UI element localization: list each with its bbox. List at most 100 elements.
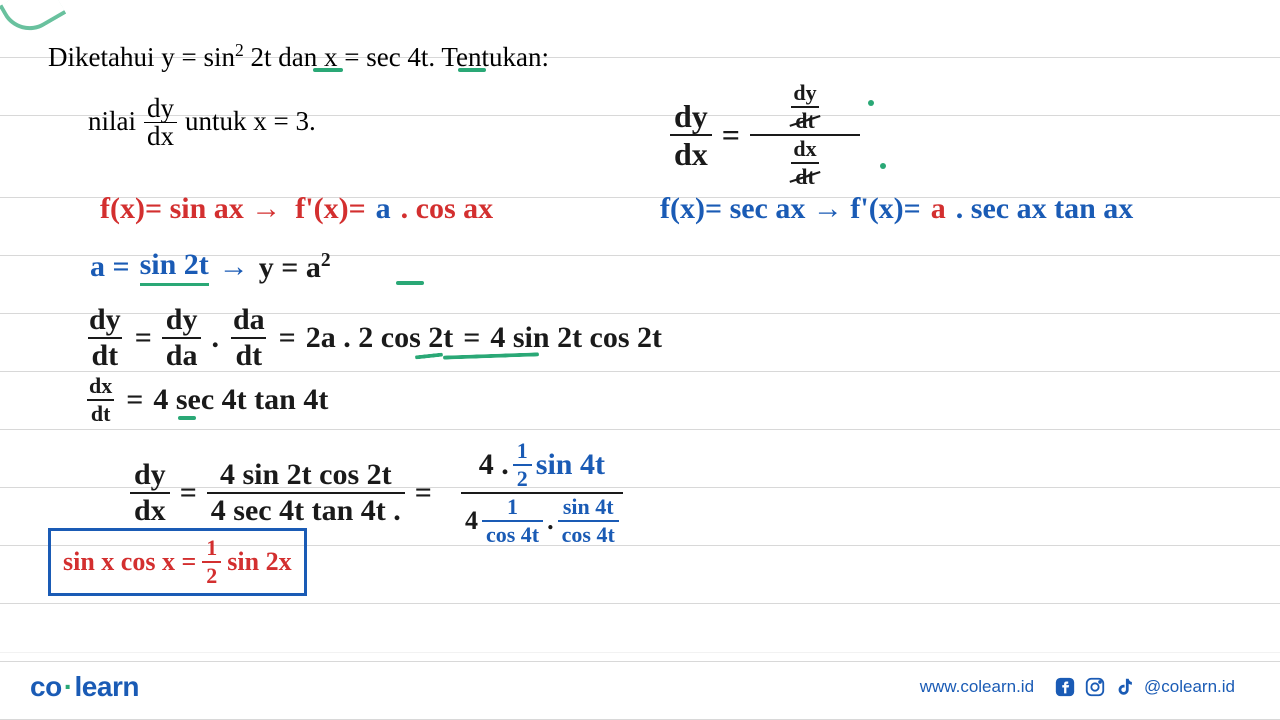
eq: =: [135, 321, 152, 355]
y-eq: y = a2: [259, 250, 331, 285]
rule-rhs: . cos ax: [401, 192, 494, 226]
dot: .: [547, 508, 554, 534]
rule-lhs: f(x)= sin ax →: [100, 192, 281, 226]
text: nilai: [88, 103, 136, 141]
footer-handle: @colearn.id: [1144, 677, 1235, 697]
green-underline: [396, 281, 424, 285]
social-icons: @colearn.id: [1054, 676, 1235, 698]
n: dx: [789, 138, 820, 162]
d: cos 4t: [482, 520, 543, 546]
derivative-rule-sec: f(x)= sec ax → f'(x)= a . sec ax tan ax: [660, 192, 1133, 226]
rule-lhs: f(x)= sec ax → f'(x)=: [660, 192, 921, 226]
logo-dot: ·: [64, 671, 73, 702]
n: 1: [503, 496, 522, 520]
d: dt: [791, 162, 819, 188]
n: 4 sin 2t cos 2t: [216, 460, 396, 492]
n: 1: [202, 537, 221, 561]
facebook-icon: [1054, 676, 1076, 698]
fraction: dx dt: [789, 138, 820, 188]
text: sin x cos x =: [63, 547, 196, 577]
d: 2: [513, 464, 532, 490]
eq: =: [463, 321, 480, 355]
instagram-icon: [1084, 676, 1106, 698]
fraction: dy dt: [85, 305, 125, 371]
n: dy: [162, 305, 202, 337]
text: sin 4t: [536, 450, 605, 480]
green-underline: [313, 68, 343, 72]
n: 4 . 1 2 sin 4t: [475, 440, 609, 492]
fraction: dy da: [162, 305, 202, 371]
green-dot: [880, 163, 886, 169]
derivative-rule-sin: f(x)= sin ax → f'(x)= a . cos ax: [100, 192, 493, 226]
fraction: 4 sin 2t cos 2t 4 sec 4t tan 4t .: [207, 460, 405, 526]
fprime: f'(x)=: [295, 192, 365, 226]
coef-a: a: [376, 192, 391, 226]
fraction: 4 . 1 2 sin 4t 4 1 cos 4t . sin 4t cos 4…: [442, 440, 642, 546]
coef-a: a: [931, 192, 946, 226]
text: 4: [465, 508, 478, 534]
logo-post: learn: [75, 671, 139, 702]
a-val: sin 2t: [140, 248, 209, 286]
half: 1 2: [513, 440, 532, 490]
rhs: 4 sec 4t tan 4t: [153, 383, 328, 417]
dot: .: [211, 321, 219, 355]
text: 4 .: [479, 450, 509, 480]
text: untuk x = 3.: [185, 103, 316, 141]
problem-line-2: nilai dy dx untuk x = 3.: [88, 95, 1245, 150]
d: 2: [202, 561, 221, 587]
a-eq: a =: [90, 250, 130, 284]
logo: co·learn: [30, 671, 139, 703]
tiktok-icon: [1114, 676, 1136, 698]
text: sin 2x: [227, 547, 291, 577]
footer-right: www.colearn.id @colearn.id: [920, 676, 1235, 698]
exp: 2: [321, 250, 331, 271]
d: dt: [87, 399, 115, 425]
d: dx: [130, 492, 170, 526]
n: dx: [85, 375, 116, 399]
numerator: dy: [144, 95, 177, 122]
eq: =: [279, 321, 296, 355]
d: dt: [88, 337, 123, 371]
denominator: dx: [670, 134, 712, 170]
problem-line-1: Diketahui y = sin2 2t dan x = sec 4t. Te…: [48, 38, 1245, 77]
n: 1: [513, 440, 532, 464]
fraction-dy-dx: dy dx: [144, 95, 177, 150]
exponent: 2: [235, 40, 244, 60]
dydt-row: dy dt = dy da . da dt = 2a . 2 cos 2t = …: [85, 305, 662, 371]
fraction: dy dx: [130, 460, 170, 526]
d: 4 1 cos 4t . sin 4t cos 4t: [461, 492, 623, 546]
denominator: dx dt: [750, 134, 860, 188]
denominator: dx: [144, 122, 177, 150]
eq: =: [126, 383, 143, 417]
fraction: dx dt: [85, 375, 116, 425]
footer: co·learn www.colearn.id @colearn.id: [0, 652, 1280, 720]
d: cos 4t: [558, 520, 619, 546]
compound-fraction: dy dt dx dt: [750, 82, 860, 188]
problem-text: 2t dan x = sec 4t. Tentukan:: [244, 42, 549, 72]
half: 1 2: [202, 537, 221, 587]
problem-text: Diketahui y = sin: [48, 42, 235, 72]
footer-url: www.colearn.id: [920, 677, 1034, 697]
green-underline: [178, 416, 196, 420]
d: da: [162, 337, 202, 371]
eq: =: [415, 476, 432, 510]
step: 2a . 2 cos 2t: [306, 321, 453, 355]
dxdt-row: dx dt = 4 sec 4t tan 4t: [85, 375, 328, 425]
fraction: dy dx: [670, 100, 712, 170]
green-dot: [868, 100, 874, 106]
numerator: dy: [670, 100, 712, 134]
n: sin 4t: [559, 496, 618, 520]
step: 4 sin 2t cos 2t: [490, 321, 662, 355]
chain-rule-formula: dy dx = dy dt dx dt: [670, 82, 860, 188]
n: dy: [130, 460, 170, 492]
fraction: da dt: [229, 305, 269, 371]
n: dy: [85, 305, 125, 337]
substitution-row: a = sin 2t → y = a2: [90, 248, 331, 286]
frac: 1 cos 4t: [482, 496, 543, 546]
arrow: →: [219, 250, 249, 284]
logo-pre: co: [30, 671, 62, 702]
frac: sin 4t cos 4t: [558, 496, 619, 546]
text: y = a: [259, 251, 321, 284]
equals: =: [722, 117, 740, 154]
d: dt: [791, 106, 819, 132]
